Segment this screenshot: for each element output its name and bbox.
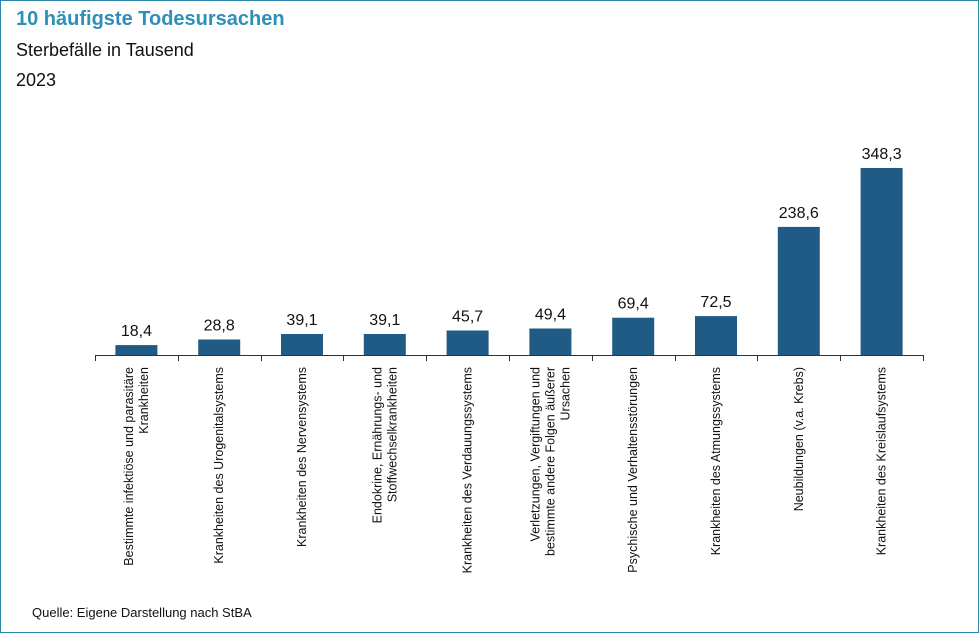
- bar: [612, 317, 655, 355]
- category-label: Krankheiten des Kreislaufsystems: [875, 367, 889, 555]
- category-label-line: Krankheiten des Urogenitalsystems: [212, 367, 226, 564]
- category-label: Krankheiten des Verdauungssystems: [461, 367, 475, 573]
- category-label-line: Krankheiten des Verdauungssystems: [461, 367, 475, 573]
- category-label-line: Ursachen: [558, 367, 572, 421]
- bar: [860, 168, 903, 355]
- category-label-line: Krankheiten des Atmungssystems: [709, 367, 723, 555]
- category-label: Krankheiten des Urogenitalsystems: [212, 367, 226, 564]
- category-label-line: Krankheiten des Nervensystems: [295, 367, 309, 547]
- bar: [363, 334, 406, 355]
- category-label-line: Krankheiten: [137, 367, 151, 434]
- bar-chart: 18,4 28,8 39,1 39,1 45,7 49,4 69,4 72,5 238,6 348…: [95, 146, 924, 573]
- bar-value-label: 69,4: [618, 296, 649, 313]
- x-ticks-group: [95, 355, 924, 361]
- bar: [777, 226, 820, 355]
- chart-year: 2023: [16, 70, 57, 90]
- bars-group: [115, 168, 903, 355]
- category-label: Verletzungen, Vergiftungen undbestimmte …: [528, 367, 572, 556]
- bar-value-label: 348,3: [862, 146, 902, 163]
- bar: [115, 345, 158, 355]
- bar-value-label: 49,4: [535, 307, 566, 324]
- bar-value-label: 39,1: [286, 312, 317, 329]
- category-label: Krankheiten des Nervensystems: [295, 367, 309, 547]
- category-label-line: Psychische und Verhaltensstörungen: [626, 367, 640, 573]
- category-label-line: Bestimmte infektiöse und parasitäre: [122, 367, 136, 566]
- bar-value-label: 45,7: [452, 309, 483, 326]
- bar-value-label: 238,6: [779, 205, 819, 222]
- bar: [446, 330, 489, 355]
- bar: [198, 339, 241, 355]
- category-label: Endokrine, Ernährungs- undStoffwechselkr…: [370, 367, 399, 523]
- category-label-line: Krankheiten des Kreislaufsystems: [875, 367, 889, 555]
- bar-value-label: 18,4: [121, 323, 152, 340]
- category-labels-group: Bestimmte infektiöse und parasitäreKrank…: [122, 367, 889, 573]
- category-label-line: Neubildungen (v.a. Krebs): [792, 367, 806, 511]
- category-label: Krankheiten des Atmungssystems: [709, 367, 723, 555]
- bar-value-label: 72,5: [700, 294, 731, 311]
- source-note: Quelle: Eigene Darstellung nach StBA: [32, 605, 252, 620]
- category-label-line: Endokrine, Ernährungs- und: [370, 367, 384, 523]
- category-label: Bestimmte infektiöse und parasitäreKrank…: [122, 367, 151, 566]
- bar: [281, 334, 323, 355]
- chart-title: 10 häufigste Todesursachen: [16, 8, 285, 30]
- bar: [695, 316, 737, 355]
- category-label-line: Verletzungen, Vergiftungen und: [528, 367, 542, 541]
- bar-value-label: 28,8: [204, 318, 235, 335]
- category-label-line: Stoffwechselkrankheiten: [385, 367, 399, 502]
- chart-subtitle: Sterbefälle in Tausend: [16, 40, 194, 60]
- category-label: Neubildungen (v.a. Krebs): [792, 367, 806, 511]
- category-label-line: bestimmte andere Folgen äußerer: [543, 367, 557, 556]
- bar-value-label: 39,1: [369, 312, 400, 329]
- bar: [529, 328, 572, 355]
- value-labels-group: 18,4 28,8 39,1 39,1 45,7 49,4 69,4 72,5 238,6 348…: [121, 146, 902, 340]
- category-label: Psychische und Verhaltensstörungen: [626, 367, 640, 573]
